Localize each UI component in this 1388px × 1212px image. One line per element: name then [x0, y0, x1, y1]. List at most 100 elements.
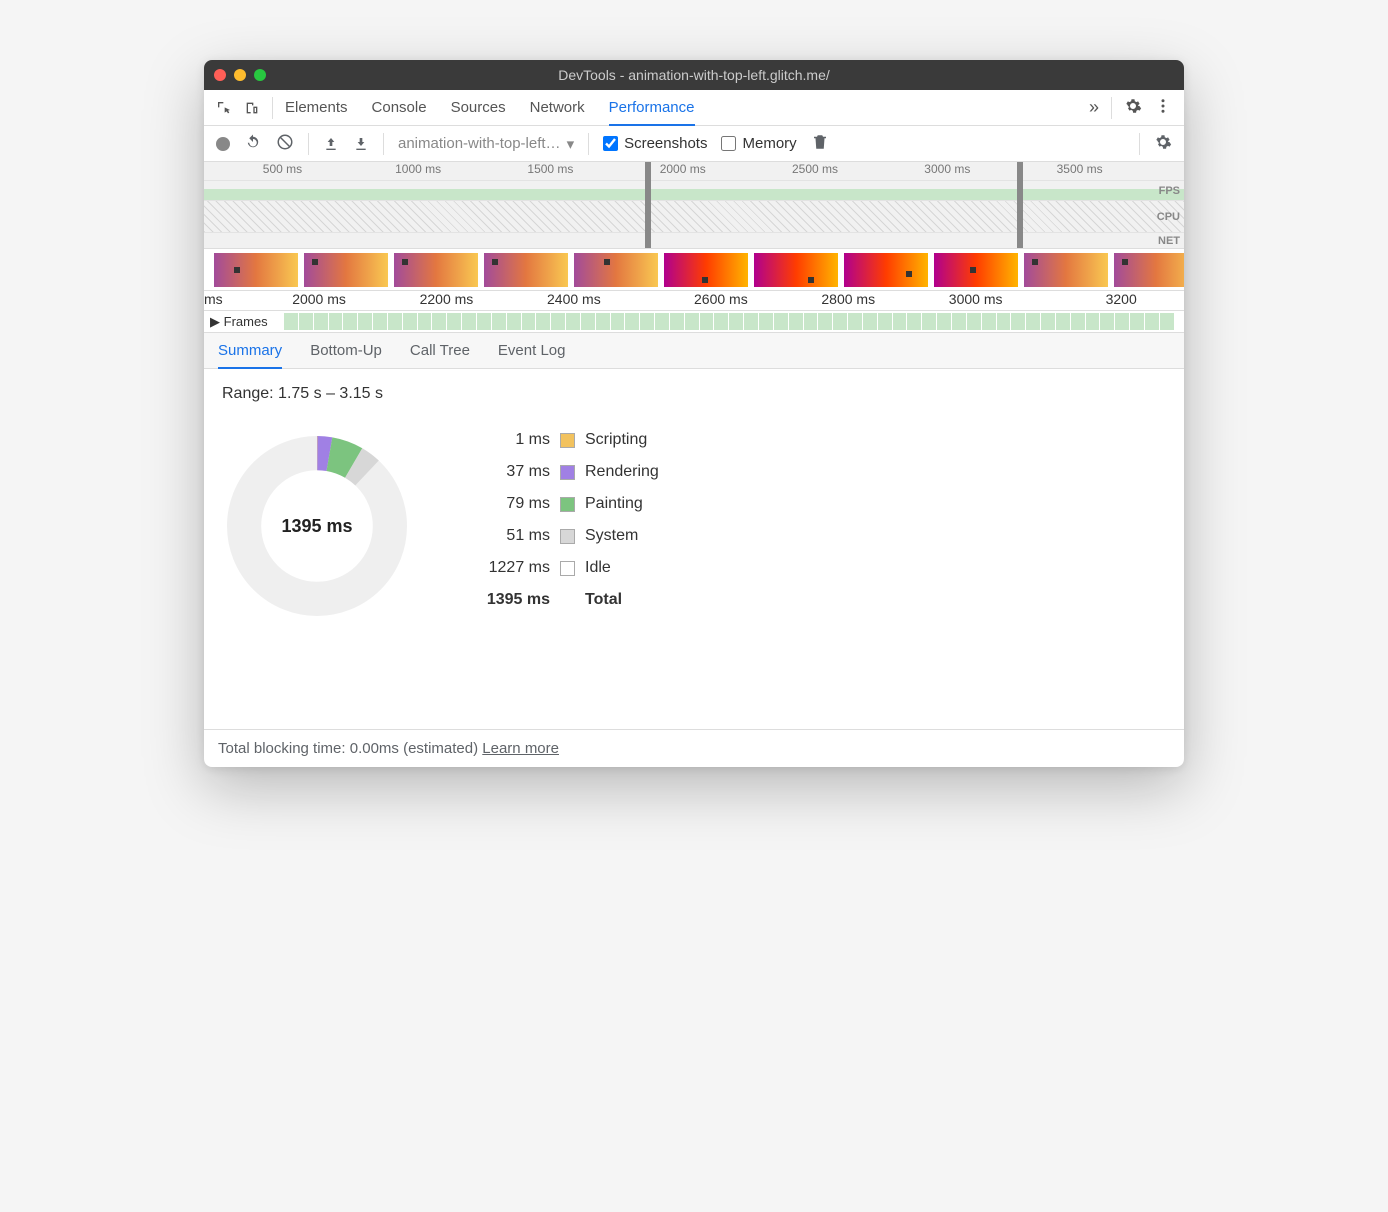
- screenshots-label: Screenshots: [624, 135, 707, 152]
- load-profile-icon[interactable]: [323, 136, 339, 152]
- legend-row: 1227 msIdle: [472, 559, 659, 577]
- frames-disclosure-icon[interactable]: ▶: [210, 314, 220, 330]
- overview-pane[interactable]: 500 ms1000 ms1500 ms2000 ms2500 ms3000 m…: [204, 162, 1184, 249]
- frame-bar: [447, 313, 461, 330]
- screenshot-thumb[interactable]: [484, 253, 568, 287]
- screenshot-thumb[interactable]: [664, 253, 748, 287]
- legend-row: 79 msPainting: [472, 495, 659, 513]
- more-panels-button[interactable]: »: [1089, 97, 1099, 118]
- selection-handle-right[interactable]: [1017, 162, 1023, 248]
- window-title: DevTools - animation-with-top-left.glitc…: [558, 67, 830, 83]
- screenshot-thumb[interactable]: [844, 253, 928, 287]
- frame-bar: [1011, 313, 1025, 330]
- separator: [1139, 133, 1140, 155]
- screenshot-thumb[interactable]: [934, 253, 1018, 287]
- frame-bar: [566, 313, 580, 330]
- subtab-bottom-up[interactable]: Bottom-Up: [310, 334, 382, 367]
- frame-bar: [700, 313, 714, 330]
- tab-sources[interactable]: Sources: [451, 91, 506, 125]
- screenshot-thumb[interactable]: [304, 253, 388, 287]
- frame-bar: [299, 313, 313, 330]
- minimize-window-button[interactable]: [234, 69, 246, 81]
- tab-elements[interactable]: Elements: [285, 91, 348, 125]
- capture-settings-icon[interactable]: [1154, 133, 1172, 155]
- settings-icon[interactable]: [1124, 97, 1142, 119]
- overview-tick: 500 ms: [263, 162, 302, 176]
- screenshot-thumb[interactable]: [1024, 253, 1108, 287]
- inspect-element-icon[interactable]: [216, 100, 232, 116]
- screenshot-thumb[interactable]: [754, 253, 838, 287]
- kebab-menu-icon[interactable]: [1154, 97, 1172, 119]
- frame-bar: [1056, 313, 1070, 330]
- frame-bar: [1145, 313, 1159, 330]
- frame-bar: [418, 313, 432, 330]
- frame-bar: [507, 313, 521, 330]
- overview-tick: 3500 ms: [1057, 162, 1103, 176]
- donut-total-label: 1395 ms: [222, 431, 412, 621]
- legend-value: 37 ms: [472, 463, 550, 481]
- frame-bar: [833, 313, 847, 330]
- garbage-collect-icon[interactable]: [811, 133, 829, 155]
- tab-console[interactable]: Console: [372, 91, 427, 125]
- device-toolbar-icon[interactable]: [244, 100, 260, 116]
- frame-bar: [804, 313, 818, 330]
- timeline-ruler[interactable]: ms2000 ms2200 ms2400 ms2600 ms2800 ms300…: [204, 291, 1184, 311]
- thumb-marker: [1032, 259, 1038, 265]
- frame-bar: [789, 313, 803, 330]
- record-button[interactable]: [216, 137, 230, 151]
- frame-bar: [596, 313, 610, 330]
- frame-bar: [878, 313, 892, 330]
- legend-row: 1 msScripting: [472, 431, 659, 449]
- frames-track[interactable]: ▶ Frames: [204, 311, 1184, 333]
- screenshot-filmstrip[interactable]: [204, 249, 1184, 291]
- frame-bar: [343, 313, 357, 330]
- cpu-lane: CPU: [204, 200, 1184, 232]
- legend-value: 1 ms: [472, 431, 550, 449]
- zoom-window-button[interactable]: [254, 69, 266, 81]
- frame-bar: [729, 313, 743, 330]
- legend-value: 51 ms: [472, 527, 550, 545]
- profile-selector[interactable]: animation-with-top-left… ▾: [398, 135, 574, 153]
- summary-panel: Range: 1.75 s – 3.15 s 1395 ms 1 msScrip…: [204, 369, 1184, 729]
- selection-handle-left[interactable]: [645, 162, 651, 248]
- memory-checkbox-input[interactable]: [721, 136, 736, 151]
- screenshots-checkbox[interactable]: Screenshots: [603, 135, 707, 152]
- net-label: NET: [1158, 235, 1180, 247]
- subtab-event-log[interactable]: Event Log: [498, 334, 566, 367]
- blocking-time-text: Total blocking time: 0.00ms (estimated): [218, 740, 482, 757]
- frame-bar: [522, 313, 536, 330]
- frame-bar: [863, 313, 877, 330]
- tab-performance[interactable]: Performance: [609, 91, 695, 126]
- screenshots-checkbox-input[interactable]: [603, 136, 618, 151]
- legend-swatch: [560, 529, 575, 544]
- summary-legend: 1 msScripting37 msRendering79 msPainting…: [472, 431, 659, 609]
- frame-bar: [329, 313, 343, 330]
- screenshot-thumb[interactable]: [1114, 253, 1184, 287]
- separator: [272, 97, 273, 119]
- frame-bar: [403, 313, 417, 330]
- close-window-button[interactable]: [214, 69, 226, 81]
- save-profile-icon[interactable]: [353, 136, 369, 152]
- screenshot-thumb[interactable]: [214, 253, 298, 287]
- tab-network[interactable]: Network: [530, 91, 585, 125]
- thumb-marker: [808, 277, 814, 283]
- subtab-call-tree[interactable]: Call Tree: [410, 334, 470, 367]
- memory-checkbox[interactable]: Memory: [721, 135, 796, 152]
- subtab-summary[interactable]: Summary: [218, 334, 282, 369]
- screenshot-thumb[interactable]: [394, 253, 478, 287]
- frame-bar: [462, 313, 476, 330]
- timeline-tick: 3200: [1106, 291, 1137, 307]
- frame-bar: [967, 313, 981, 330]
- clear-icon[interactable]: [276, 133, 294, 155]
- timeline-tick: 2400 ms: [547, 291, 601, 307]
- frame-bar: [432, 313, 446, 330]
- frame-bar: [997, 313, 1011, 330]
- screenshot-thumb[interactable]: [574, 253, 658, 287]
- frame-bar: [1071, 313, 1085, 330]
- learn-more-link[interactable]: Learn more: [482, 740, 559, 757]
- reload-icon[interactable]: [244, 133, 262, 155]
- fps-lane: FPS: [204, 180, 1184, 200]
- cpu-graph: [204, 201, 1184, 232]
- frame-bar: [625, 313, 639, 330]
- overview-tick: 1500 ms: [527, 162, 573, 176]
